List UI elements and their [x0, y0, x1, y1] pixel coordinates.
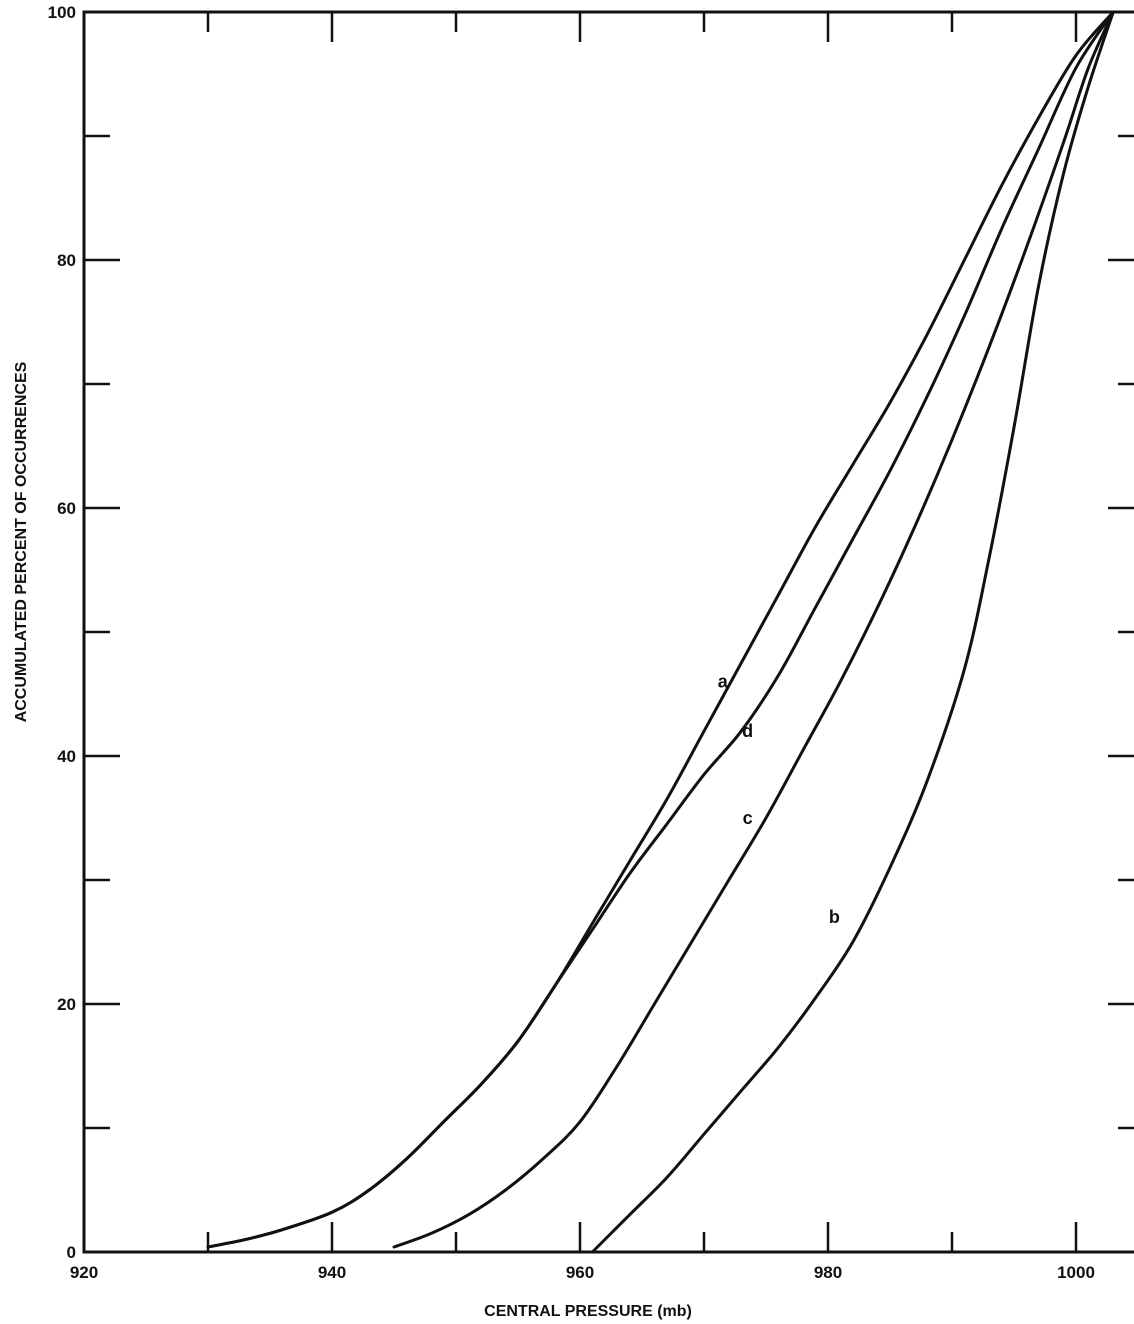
y-tick-label-100: 100: [48, 3, 76, 22]
curve-label-d: d: [742, 721, 753, 741]
x-tick-label-980: 980: [814, 1263, 842, 1282]
x-axis-title: CENTRAL PRESSURE (mb): [484, 1303, 692, 1320]
curve-label-c: c: [743, 808, 753, 828]
curve-labels: a d c b: [718, 672, 840, 928]
y-tick-label-20: 20: [57, 995, 76, 1014]
axis-tick-labels: 920 940 960 980 1000 0 20 40 60 80 100: [48, 3, 1095, 1282]
plot-frame: [84, 12, 1134, 1252]
x-tick-label-1000: 1000: [1057, 1263, 1095, 1282]
curve-b: [592, 12, 1113, 1252]
y-tick-label-0: 0: [67, 1243, 76, 1262]
x-tick-label-940: 940: [318, 1263, 346, 1282]
y-axis-title: ACCUMULATED PERCENT OF OCCURRENCES: [13, 361, 30, 722]
curve-d: [208, 12, 1113, 1247]
x-tick-label-960: 960: [566, 1263, 594, 1282]
data-curves: [208, 12, 1113, 1252]
curve-a: [208, 12, 1113, 1247]
curve-label-a: a: [718, 672, 729, 692]
curve-label-b: b: [829, 907, 840, 927]
y-tick-label-80: 80: [57, 251, 76, 270]
y-tick-label-60: 60: [57, 499, 76, 518]
y-tick-label-40: 40: [57, 747, 76, 766]
axis-ticks: [84, 12, 1134, 1252]
x-tick-label-920: 920: [70, 1263, 98, 1282]
